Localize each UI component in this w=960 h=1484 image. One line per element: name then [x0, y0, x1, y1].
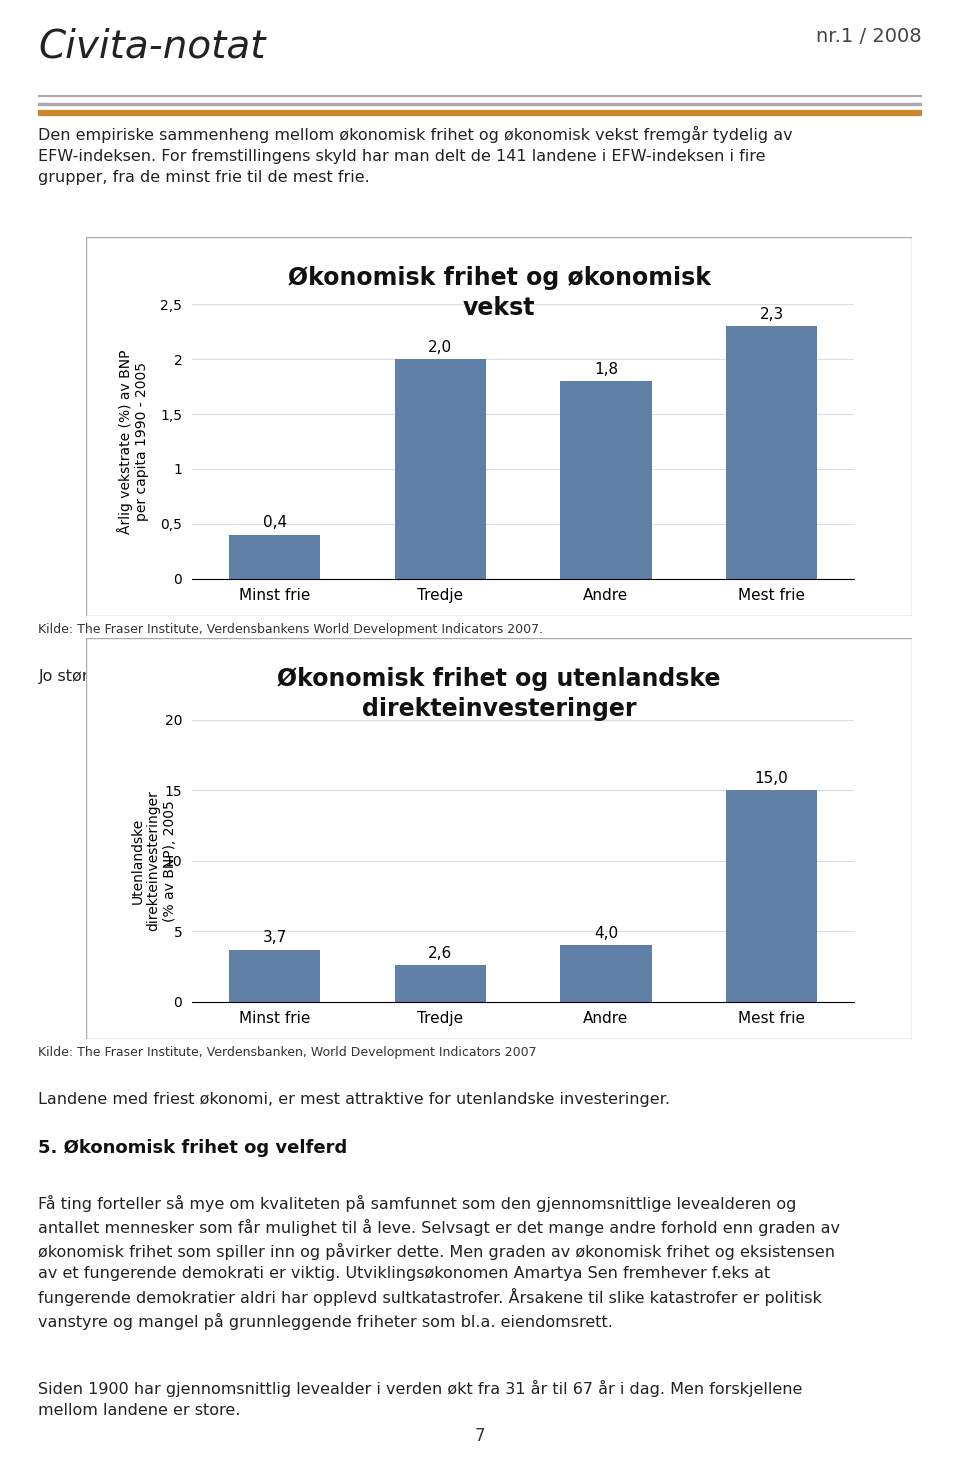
Bar [561, 945, 652, 1002]
Bar [726, 789, 817, 1002]
Text: Kilde: The Fraser Institute, Verdensbanken, World Development Indicators 2007: Kilde: The Fraser Institute, Verdensbank… [38, 1046, 537, 1060]
Bar [229, 950, 321, 1002]
Text: Landene med friest økonomi, er mest attraktive for utenlandske investeringer.: Landene med friest økonomi, er mest attr… [38, 1092, 670, 1107]
Y-axis label: Utenlandske
direkteinvesteringer
(% av BNP), 2005: Utenlandske direkteinvesteringer (% av B… [131, 791, 177, 930]
Text: Få ting forteller så mye om kvaliteten på samfunnet som den gjennomsnittlige lev: Få ting forteller så mye om kvaliteten p… [38, 1195, 840, 1330]
Text: 2,3: 2,3 [759, 307, 783, 322]
Text: Økonomisk frihet og utenlandske
direkteinvesteringer: Økonomisk frihet og utenlandske direktei… [277, 666, 721, 721]
Text: 5. Økonomisk frihet og velferd: 5. Økonomisk frihet og velferd [38, 1138, 348, 1156]
Text: 0,4: 0,4 [263, 515, 287, 530]
Text: Økonomisk frihet og økonomisk
vekst: Økonomisk frihet og økonomisk vekst [288, 266, 710, 321]
Text: Jo større grad av økonomisk frihet, desto høyere vekst: Jo større grad av økonomisk frihet, dest… [38, 669, 475, 684]
Text: 2,0: 2,0 [428, 340, 452, 355]
Text: Den empiriske sammenheng mellom økonomisk frihet og økonomisk vekst fremgår tyde: Den empiriske sammenheng mellom økonomis… [38, 126, 793, 186]
Text: Siden 1900 har gjennomsnittlig levealder i verden økt fra 31 år til 67 år i dag.: Siden 1900 har gjennomsnittlig levealder… [38, 1380, 803, 1419]
Text: 15,0: 15,0 [755, 772, 788, 787]
Text: 7: 7 [475, 1426, 485, 1445]
Bar [395, 965, 486, 1002]
Bar [229, 534, 321, 579]
Text: 1,8: 1,8 [594, 362, 618, 377]
Text: 3,7: 3,7 [263, 930, 287, 945]
FancyBboxPatch shape [86, 638, 912, 1039]
Text: Civita-notat: Civita-notat [38, 27, 266, 65]
Text: 4,0: 4,0 [594, 926, 618, 941]
Bar [726, 326, 817, 579]
Text: 2,6: 2,6 [428, 945, 452, 960]
Y-axis label: Årlig vekstrate (%) av BNP
per capita 1990 - 2005: Årlig vekstrate (%) av BNP per capita 19… [117, 349, 149, 534]
Text: nr.1 / 2008: nr.1 / 2008 [816, 27, 922, 46]
FancyBboxPatch shape [86, 237, 912, 616]
Bar [395, 359, 486, 579]
Bar [561, 381, 652, 579]
Text: Kilde: The Fraser Institute, Verdensbankens World Development Indicators 2007.: Kilde: The Fraser Institute, Verdensbank… [38, 623, 543, 637]
